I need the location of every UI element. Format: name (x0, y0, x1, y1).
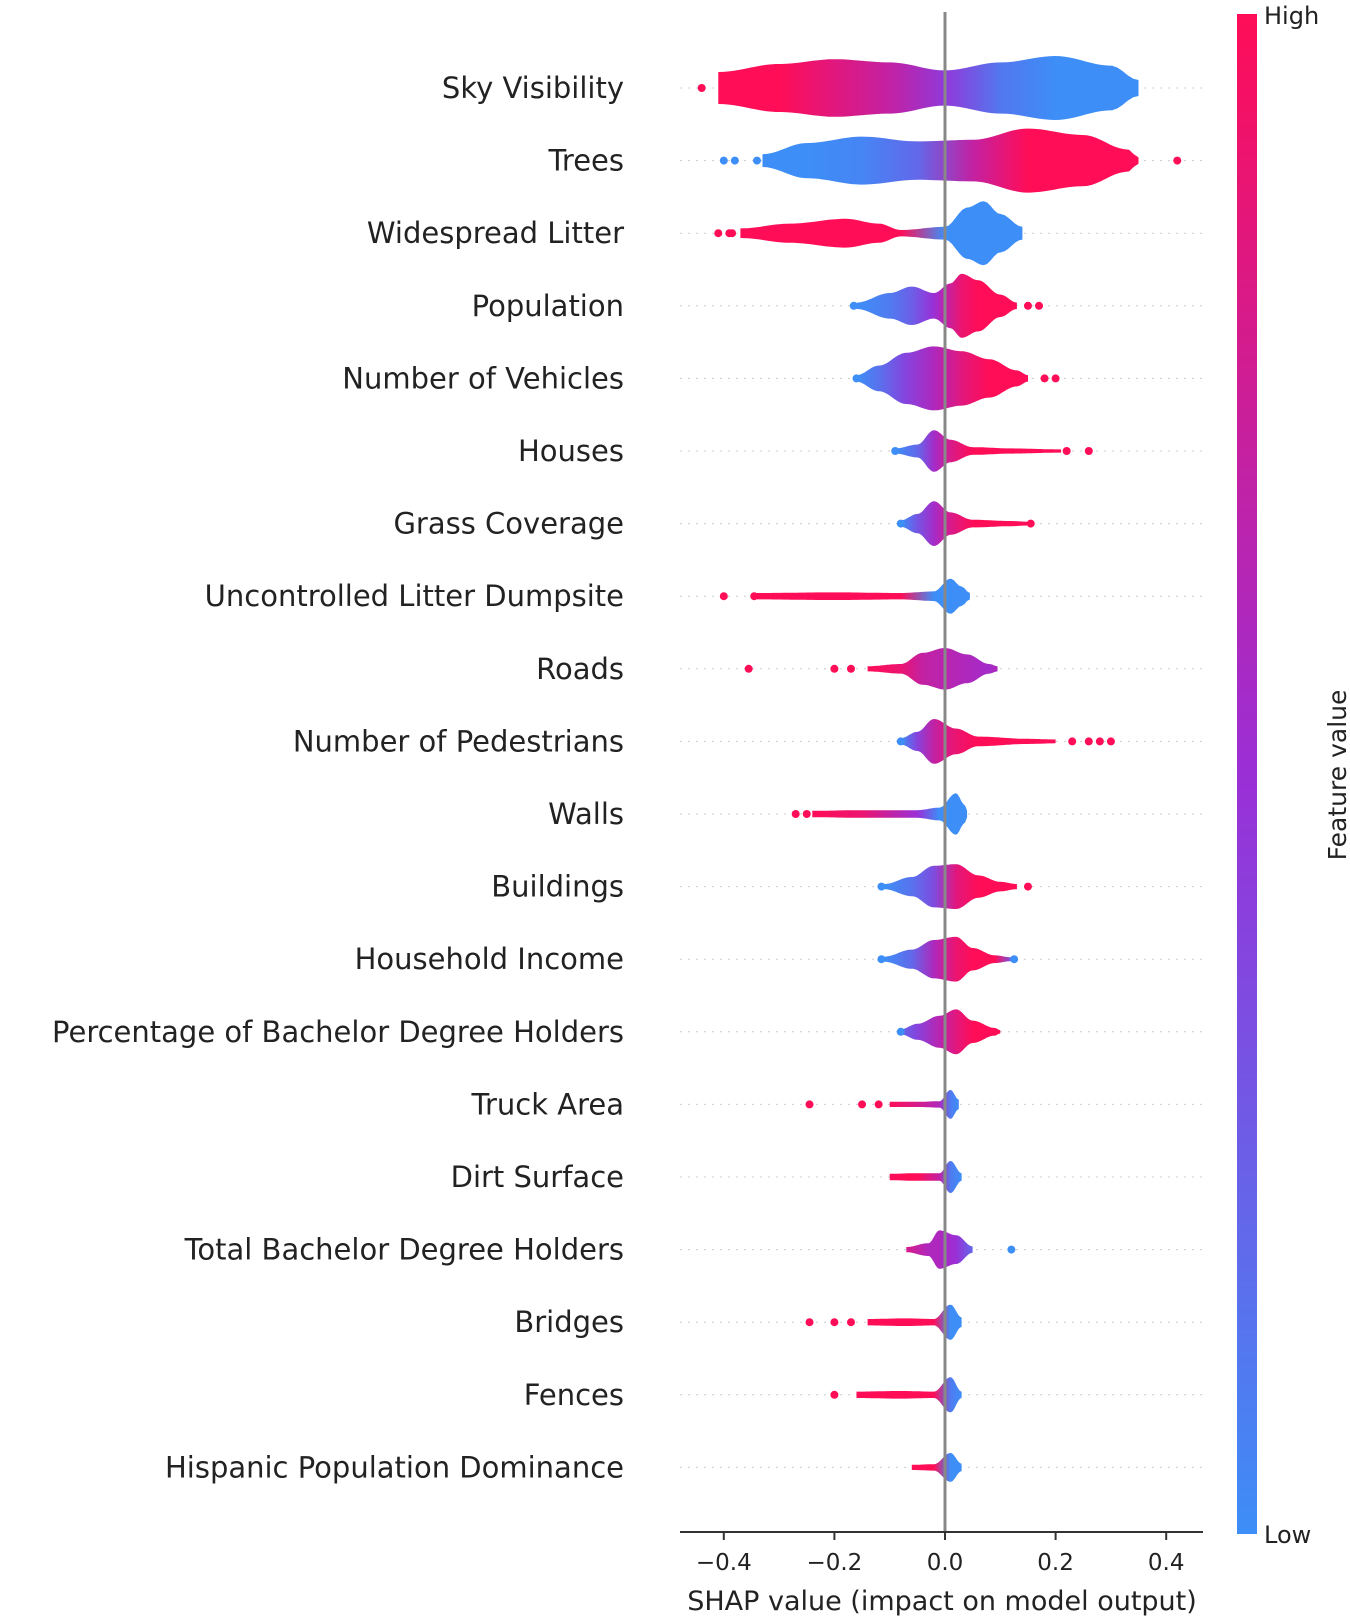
shap-point (730, 156, 739, 165)
shap-point (896, 737, 905, 746)
outlier-points (697, 84, 1182, 1399)
feature-label: Household Income (355, 942, 624, 976)
feature-label: Roads (536, 652, 624, 686)
violin-shape (762, 128, 1139, 193)
feature-label: Truck Area (471, 1087, 624, 1121)
violin-shape (900, 501, 1028, 546)
colorbar-gradient (1237, 14, 1257, 1534)
shap-point (1010, 955, 1019, 964)
feature-label: Trees (547, 144, 624, 178)
violin-shape (906, 1230, 973, 1269)
violin-shape (867, 1304, 962, 1340)
shap-point (1051, 374, 1060, 383)
shap-point (846, 1318, 855, 1327)
shap-point (1026, 519, 1035, 528)
violins (718, 56, 1139, 1482)
shap-point (728, 229, 737, 238)
shap-point (830, 664, 839, 673)
shap-point (714, 229, 723, 238)
shap-point (752, 156, 761, 165)
shap-point (1068, 737, 1077, 746)
feature-label: Hispanic Population Dominance (165, 1450, 624, 1484)
x-axis-title: SHAP value (impact on model output) (687, 1586, 1197, 1617)
feature-label: Buildings (491, 870, 624, 904)
shap-point (1007, 1245, 1016, 1254)
feature-label: Widespread Litter (367, 216, 624, 250)
shap-point (896, 519, 905, 528)
violin-shape (900, 719, 1056, 764)
x-tick-label: −0.4 (696, 1550, 752, 1576)
x-tick-label: 0.4 (1148, 1550, 1185, 1576)
feature-label: Percentage of Bachelor Degree Holders (52, 1015, 624, 1049)
feature-label: Total Bachelor Degree Holders (184, 1233, 624, 1267)
shap-point (719, 592, 728, 601)
feature-label: Dirt Surface (451, 1160, 624, 1194)
shap-point (750, 592, 759, 601)
shap-point (874, 1100, 883, 1109)
shap-point (1084, 447, 1093, 455)
violin-shape (812, 793, 968, 835)
x-tick-label: −0.2 (806, 1550, 862, 1576)
feature-label: Bridges (514, 1305, 624, 1339)
shap-point (1023, 301, 1032, 310)
violin-shape (889, 1090, 959, 1119)
shap-point (830, 1318, 839, 1327)
shap-point (1062, 447, 1071, 455)
violin-shape (895, 430, 1062, 472)
colorbar-title: Feature value (1323, 690, 1350, 861)
violin-shape (740, 201, 1023, 266)
shap-point (852, 374, 861, 383)
feature-label: Number of Pedestrians (293, 724, 624, 758)
violin-shape (867, 648, 998, 690)
shap-point (849, 301, 858, 310)
violin-shape (911, 1453, 962, 1482)
colorbar-low-label: Low (1264, 1521, 1311, 1549)
feature-label: Fences (524, 1378, 624, 1412)
violin-shape (884, 936, 1012, 982)
feature-labels: Sky Visibility Trees Widespread Litter Popu… (52, 71, 624, 1484)
feature-label: Grass Coverage (393, 507, 624, 541)
feature-label: Population (472, 289, 624, 323)
violin-shape (757, 578, 970, 614)
x-tick-label: 0.0 (927, 1550, 964, 1576)
shap-point (805, 1318, 814, 1327)
shap-point (1084, 737, 1093, 746)
violin-shape (884, 864, 1017, 909)
shap-point (830, 1390, 839, 1399)
shap-point (1106, 737, 1115, 746)
shap-point (858, 1100, 867, 1109)
shap-point (697, 84, 706, 92)
shap-point (1173, 156, 1182, 165)
shap-point (877, 882, 886, 891)
shap-point (1095, 737, 1104, 746)
x-tick-label: 0.2 (1037, 1550, 1074, 1576)
shap-point (802, 810, 811, 818)
feature-label: Walls (548, 797, 624, 831)
shap-point (846, 664, 855, 673)
violin-shape (856, 1377, 962, 1413)
shap-point (805, 1100, 814, 1109)
shap-point (744, 664, 753, 673)
colorbar-high-label: High (1264, 2, 1319, 30)
feature-label: Sky Visibility (442, 71, 624, 105)
feature-label: Houses (518, 434, 624, 468)
colorbar: High Low Feature value (1237, 2, 1350, 1549)
shap-point (1035, 301, 1044, 310)
feature-label: Uncontrolled Litter Dumpsite (205, 579, 624, 613)
violin-shape (889, 1161, 962, 1193)
violin-shape (900, 1009, 1001, 1055)
feature-label: Number of Vehicles (342, 361, 624, 395)
shap-point (1023, 882, 1032, 891)
shap-point (891, 447, 900, 455)
shap-point (1040, 374, 1049, 383)
violin-shape (718, 56, 1139, 120)
violin-shape (856, 273, 1017, 338)
shap-point (719, 156, 728, 165)
shap-point (877, 955, 886, 964)
shap-point (791, 810, 800, 818)
shap-point (896, 1027, 905, 1036)
x-axis: −0.4 −0.2 0.0 0.2 0.4 (680, 1531, 1203, 1576)
violin-shape (856, 346, 1028, 411)
